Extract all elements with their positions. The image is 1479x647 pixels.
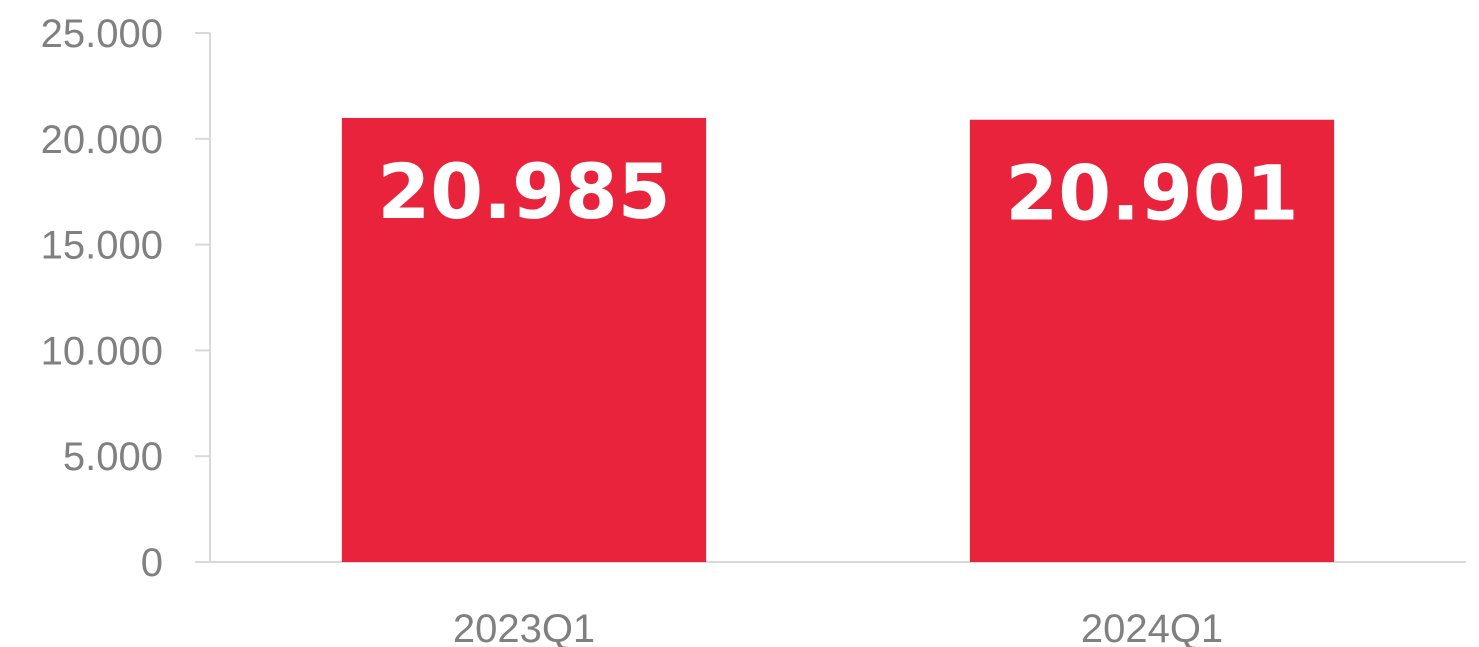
x-tick-label: 2023Q1 bbox=[453, 607, 595, 647]
y-tick-label: 25.000 bbox=[41, 12, 163, 56]
y-tick-label: 20.000 bbox=[41, 118, 163, 162]
bar bbox=[341, 117, 707, 562]
y-tick-label: 15.000 bbox=[41, 224, 163, 268]
bars bbox=[341, 117, 1335, 563]
y-tick-label: 0 bbox=[141, 541, 163, 585]
data-labels: 20.985 20.901 bbox=[377, 147, 1298, 238]
bar bbox=[969, 119, 1335, 563]
x-axis: 2023Q1 2024Q1 bbox=[195, 561, 1466, 647]
y-tick-label: 10.000 bbox=[41, 329, 163, 373]
x-tick-label: 2024Q1 bbox=[1081, 607, 1223, 647]
bar-value-label: 20.901 bbox=[1005, 149, 1298, 238]
y-tick-label: 5.000 bbox=[63, 435, 163, 479]
bar-value-label: 20.985 bbox=[377, 147, 670, 236]
y-axis: 0 5.000 10.000 15.000 20.000 25.000 bbox=[41, 12, 211, 585]
